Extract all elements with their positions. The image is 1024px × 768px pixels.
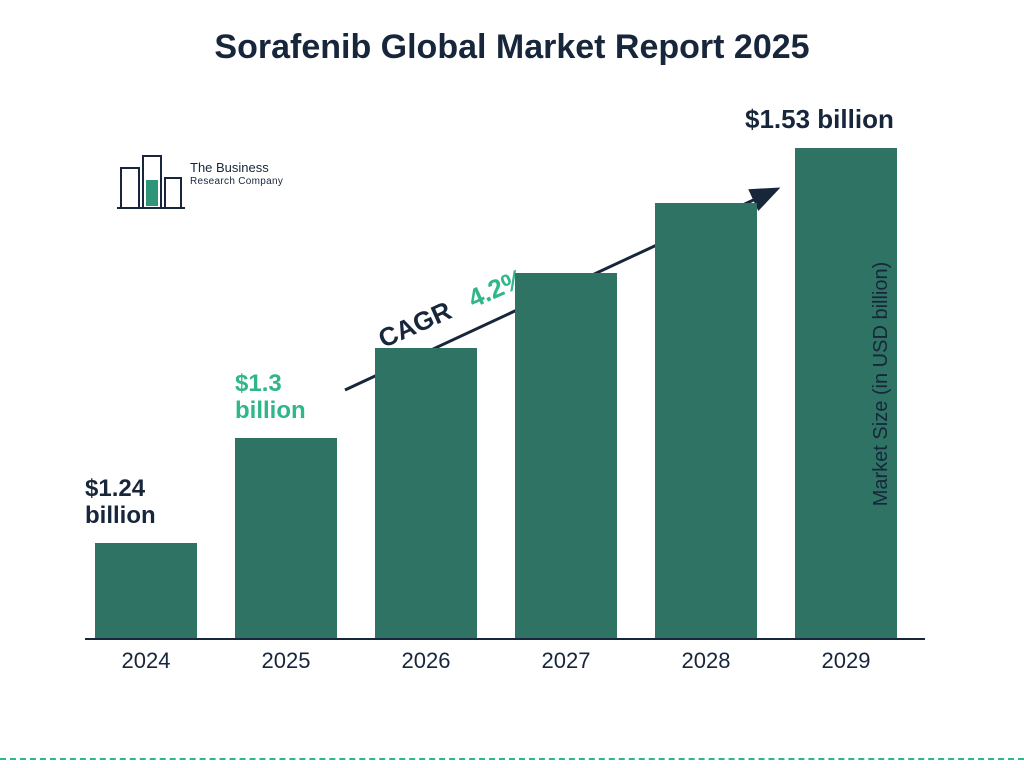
bar-2027 — [515, 273, 617, 638]
x-tick-2027: 2027 — [515, 648, 617, 674]
bar-2025 — [235, 438, 337, 638]
value-label-2024: $1.24 billion — [85, 475, 156, 530]
footer-divider — [0, 758, 1024, 760]
value-label-2025: $1.3 billion — [235, 370, 306, 425]
plot-area: CAGR 4.2% $1.24 billion $1.3 billion $1.… — [85, 120, 925, 680]
value-label-2024-l1: $1.24 — [85, 475, 156, 503]
x-tick-2028: 2028 — [655, 648, 757, 674]
x-tick-2026: 2026 — [375, 648, 477, 674]
chart-title: Sorafenib Global Market Report 2025 — [0, 28, 1024, 67]
x-tick-2025: 2025 — [235, 648, 337, 674]
value-label-2024-l2: billion — [85, 502, 156, 530]
bar-2026 — [375, 348, 477, 638]
value-label-2029: $1.53 billion — [745, 105, 894, 135]
bar-2028 — [655, 203, 757, 638]
x-tick-2029: 2029 — [795, 648, 897, 674]
value-label-2025-l1: $1.3 — [235, 370, 306, 398]
bar-2024 — [95, 543, 197, 638]
y-axis-label: Market Size (in USD billion) — [870, 262, 893, 507]
x-tick-2024: 2024 — [95, 648, 197, 674]
value-label-2025-l2: billion — [235, 397, 306, 425]
